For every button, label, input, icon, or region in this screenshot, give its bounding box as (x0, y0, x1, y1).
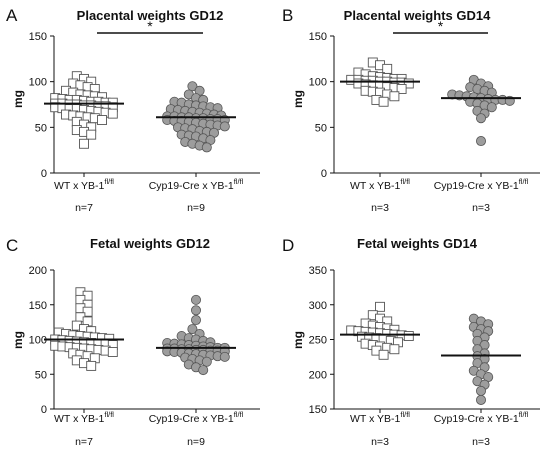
data-point-square (107, 108, 118, 119)
data-point-circle (190, 315, 201, 326)
x-tick-label: WT x YB-1fl/fl (350, 177, 410, 192)
sample-size-label: n=9 (187, 202, 205, 214)
y-tick-label: 200 (29, 265, 47, 277)
data-point-square (79, 138, 89, 149)
data-point-square (396, 84, 407, 94)
y-tick-label: 150 (29, 31, 47, 43)
panel-letter: D (282, 236, 294, 255)
y-tick-label: 100 (29, 77, 47, 89)
chart-title: Placental weights GD12 (77, 8, 224, 23)
data-point-square (378, 96, 389, 107)
data-point-square (97, 115, 107, 125)
y-tick-label: 100 (29, 335, 47, 347)
data-point-circle (475, 136, 486, 147)
chart-title: Fetal weights GD12 (90, 236, 210, 251)
data-point-square (389, 344, 400, 355)
x-tick-label: WT x YB-1fl/fl (54, 410, 114, 425)
data-point-square (82, 306, 93, 317)
y-tick-label: 100 (309, 77, 327, 89)
data-point-square (403, 78, 414, 89)
data-point-square (378, 349, 389, 360)
y-axis-label: mg (11, 331, 25, 349)
sample-size-label: n=3 (371, 436, 389, 448)
data-point-square (107, 347, 118, 357)
data-point-square (389, 91, 400, 102)
data-point-square (375, 301, 385, 312)
chart-panel-a: A Placental weights GD12 mg 0 50 100 150 WT x Y… (6, 6, 260, 214)
x-tick-label: Cyp19-Cre x YB-1fl/fl (149, 177, 244, 192)
y-tick-label: 150 (309, 404, 327, 416)
data-point-circle (187, 81, 198, 92)
data-point-circle (475, 385, 486, 396)
y-tick-label: 350 (309, 265, 327, 277)
data-point-circle (475, 113, 486, 124)
y-axis-label: mg (291, 90, 305, 108)
data-point-circle (219, 351, 230, 362)
data-point-circle (190, 294, 201, 305)
y-tick-label: 150 (309, 31, 327, 43)
y-tick-label: 250 (309, 335, 327, 347)
x-tick-label: WT x YB-1fl/fl (350, 410, 410, 425)
panel-letter: B (282, 6, 293, 25)
chart-title: Fetal weights GD14 (357, 236, 478, 251)
panel-letter: C (6, 236, 18, 255)
sample-size-label: n=3 (472, 202, 490, 214)
data-point-circle (190, 305, 201, 316)
chart-title: Placental weights GD14 (344, 8, 491, 23)
significance-star: * (147, 18, 153, 34)
panel-letter: A (6, 6, 18, 25)
data-point-square (86, 129, 97, 140)
data-point-circle (475, 394, 486, 405)
y-tick-label: 50 (315, 122, 327, 134)
data-point-circle (219, 121, 230, 132)
x-tick-label: Cyp19-Cre x YB-1fl/fl (149, 410, 244, 425)
y-tick-label: 200 (309, 369, 327, 381)
data-point-circle (486, 102, 497, 113)
chart-panel-b: B Placental weights GD14 mg 0 50 100 150 WT x Y… (282, 6, 540, 214)
data-point-square (86, 360, 97, 371)
y-axis-label: mg (291, 331, 305, 349)
sample-size-label: n=3 (472, 436, 490, 448)
y-tick-label: 0 (41, 404, 47, 416)
y-tick-label: 0 (41, 168, 47, 180)
sample-size-label: n=9 (187, 436, 205, 448)
y-tick-label: 0 (321, 168, 327, 180)
y-tick-label: 50 (35, 122, 47, 134)
sample-size-label: n=7 (75, 436, 93, 448)
y-tick-label: 50 (35, 369, 47, 381)
data-point-circle (201, 356, 212, 367)
sample-size-label: n=3 (371, 202, 389, 214)
y-tick-label: 300 (309, 300, 327, 312)
data-point-circle (201, 142, 212, 153)
data-point-circle (187, 324, 198, 335)
x-tick-label: Cyp19-Cre x YB-1fl/fl (434, 177, 529, 192)
y-tick-label: 150 (29, 300, 47, 312)
sample-size-label: n=7 (75, 202, 93, 214)
chart-panel-c: C Fetal weights GD12 mg 0 50 100 150 200 WT x YB… (6, 236, 260, 448)
data-point-square (382, 63, 393, 74)
significance-star: * (438, 18, 444, 34)
data-point-square (403, 331, 414, 341)
data-point-circle (198, 365, 209, 376)
x-tick-label: Cyp19-Cre x YB-1fl/fl (434, 410, 529, 425)
x-tick-label: WT x YB-1fl/fl (54, 177, 114, 192)
y-axis-label: mg (11, 90, 25, 108)
chart-panel-d: D Fetal weights GD14 mg 150 200 250 300 350 WT x… (282, 236, 540, 448)
